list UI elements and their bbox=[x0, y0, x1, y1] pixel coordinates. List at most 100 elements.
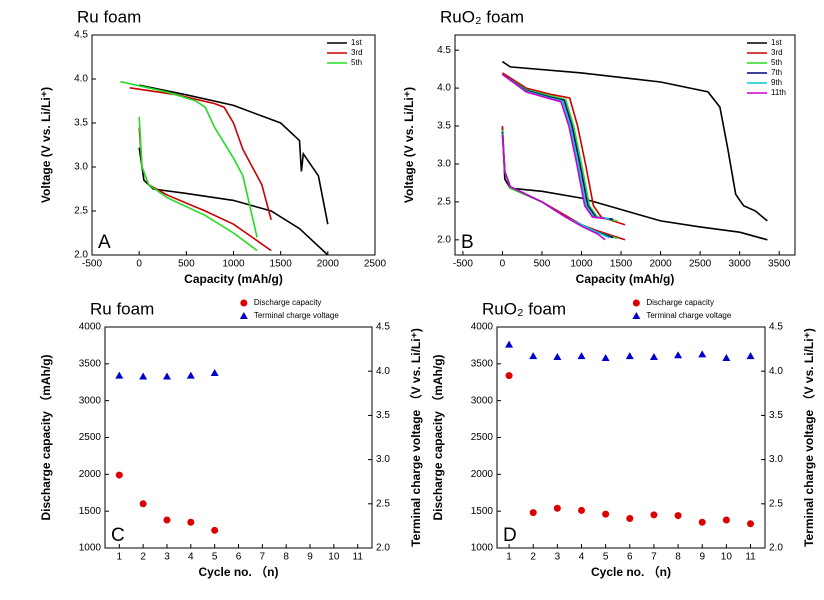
legend-label: Discharge capacity bbox=[646, 298, 714, 307]
data-line bbox=[501, 72, 626, 241]
y2-axis-label: Terminal charge voltage （V vs. Li/Li⁺) bbox=[408, 328, 423, 547]
y-tick-label: 1500 bbox=[471, 506, 494, 517]
data-line bbox=[501, 60, 768, 241]
x-tick-label: 2 bbox=[140, 552, 146, 563]
x-tick-label: 1500 bbox=[270, 259, 293, 270]
y-axis-label: Voltage (V vs. Li/Li⁺) bbox=[39, 87, 53, 203]
y-tick-label: 3.0 bbox=[74, 162, 88, 173]
legend-swatch bbox=[632, 299, 640, 307]
marker bbox=[746, 352, 755, 360]
y-tick-label: 4.5 bbox=[437, 45, 451, 56]
y-tick-label: 1000 bbox=[79, 543, 102, 554]
x-tick-label: 3 bbox=[555, 552, 561, 563]
x-tick-label: 2000 bbox=[649, 259, 672, 270]
legend-label: 1st bbox=[351, 38, 362, 47]
marker bbox=[650, 511, 658, 519]
y-tick-label: 3000 bbox=[471, 395, 494, 406]
y-tick-label: 2500 bbox=[79, 432, 102, 443]
legend-label: 1st bbox=[771, 38, 782, 47]
x-tick-label: 3500 bbox=[768, 259, 791, 270]
data-line bbox=[501, 73, 614, 239]
x-tick-label: 11 bbox=[745, 552, 756, 563]
y-tick-label: 3.0 bbox=[437, 159, 451, 170]
legend-swatch bbox=[239, 312, 248, 319]
marker bbox=[602, 510, 610, 518]
marker bbox=[698, 350, 707, 358]
marker bbox=[722, 353, 731, 361]
y-axis-label: Voltage (V vs. Li/Li⁺) bbox=[402, 87, 416, 203]
y-tick-label: 2000 bbox=[79, 469, 102, 480]
y-tick-label: 2.5 bbox=[74, 206, 88, 217]
marker bbox=[649, 353, 658, 361]
legend-label: 5th bbox=[351, 58, 362, 67]
x-tick-label: 0 bbox=[136, 259, 142, 270]
plot-frame bbox=[454, 34, 796, 256]
marker bbox=[722, 516, 730, 524]
chart-title: RuO₂ foam bbox=[440, 7, 524, 26]
x-tick-label: 7 bbox=[260, 552, 266, 563]
y-tick-label: 3.5 bbox=[74, 118, 88, 129]
x-tick-label: 4 bbox=[188, 552, 194, 563]
x-tick-label: 2500 bbox=[689, 259, 712, 270]
y-axis-label: Discharge capacity （mAh/g) bbox=[38, 354, 53, 520]
marker bbox=[187, 518, 195, 526]
x-tick-label: 1000 bbox=[222, 259, 245, 270]
legend-label: 5th bbox=[771, 58, 782, 67]
x-tick-label: 0 bbox=[500, 259, 506, 270]
legend-label: 3rd bbox=[771, 48, 783, 57]
y2-tick-label: 4.0 bbox=[769, 366, 783, 377]
y2-tick-label: 2.0 bbox=[376, 543, 390, 554]
y2-tick-label: 4.5 bbox=[769, 322, 783, 333]
legend-label: 11th bbox=[771, 88, 786, 97]
legend-swatch bbox=[632, 312, 641, 319]
y-tick-label: 1500 bbox=[79, 506, 102, 517]
legend-label: 7th bbox=[771, 68, 782, 77]
marker bbox=[186, 371, 195, 379]
x-axis-label: Capacity (mAh/g) bbox=[576, 272, 675, 286]
chart-title: RuO₂ foam bbox=[482, 299, 566, 318]
marker bbox=[139, 372, 148, 380]
x-tick-label: 1 bbox=[506, 552, 512, 563]
y2-tick-label: 4.5 bbox=[376, 322, 390, 333]
marker bbox=[601, 353, 610, 361]
y-tick-label: 2.5 bbox=[437, 197, 451, 208]
y-tick-label: 4000 bbox=[79, 322, 102, 333]
y-axis-label: Discharge capacity （mAh/g) bbox=[430, 354, 445, 520]
y-tick-label: 4.0 bbox=[437, 83, 451, 94]
y-tick-label: 1000 bbox=[471, 543, 494, 554]
x-tick-label: 4 bbox=[579, 552, 585, 563]
plot-frame bbox=[91, 34, 376, 256]
marker bbox=[747, 520, 755, 528]
x-axis-label: Capacity (mAh/g) bbox=[184, 272, 283, 286]
marker bbox=[698, 518, 706, 526]
x-axis-label: Cycle no. （n) bbox=[198, 564, 278, 579]
marker bbox=[553, 504, 561, 512]
chart-title: Ru foam bbox=[77, 7, 141, 26]
x-tick-label: 2500 bbox=[364, 259, 387, 270]
x-tick-label: 5 bbox=[212, 552, 218, 563]
x-tick-label: 2000 bbox=[317, 259, 340, 270]
x-tick-label: 10 bbox=[328, 552, 340, 563]
marker bbox=[578, 506, 586, 514]
marker bbox=[625, 352, 634, 360]
panel-label: B bbox=[461, 232, 474, 253]
x-tick-label: 8 bbox=[675, 552, 681, 563]
x-tick-label: 3000 bbox=[729, 259, 752, 270]
y-tick-label: 3000 bbox=[79, 395, 102, 406]
data-line bbox=[120, 80, 258, 252]
y-tick-label: 4.5 bbox=[74, 30, 88, 41]
marker bbox=[577, 352, 586, 360]
x-tick-label: -500 bbox=[453, 259, 473, 270]
x-tick-label: 3 bbox=[164, 552, 170, 563]
legend-label: Discharge capacity bbox=[254, 298, 322, 307]
x-tick-label: 500 bbox=[178, 259, 195, 270]
y2-tick-label: 2.5 bbox=[769, 498, 783, 509]
y-tick-label: 4000 bbox=[471, 322, 494, 333]
x-tick-label: 9 bbox=[307, 552, 313, 563]
marker bbox=[163, 516, 171, 524]
marker bbox=[626, 515, 634, 523]
y2-tick-label: 3.5 bbox=[769, 410, 783, 421]
x-tick-label: 8 bbox=[283, 552, 289, 563]
